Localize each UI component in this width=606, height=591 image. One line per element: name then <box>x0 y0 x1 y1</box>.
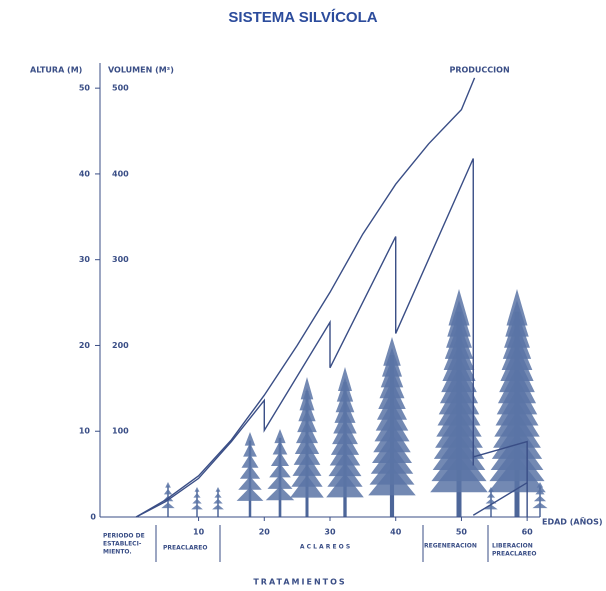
y-axis-label: ALTURA (M) <box>30 66 82 75</box>
tree-foliage <box>241 454 259 468</box>
treatments-title: TRATAMIENTOS <box>253 578 346 587</box>
treatment-label: ESTABLECI- <box>103 541 142 548</box>
treatment-dividers <box>155 525 489 562</box>
tree-foliage <box>488 455 546 493</box>
tree-foliage <box>214 492 222 498</box>
y2-tick-label: 300 <box>112 255 129 264</box>
tree-foliage <box>161 502 175 509</box>
x-tick-label: 40 <box>390 528 402 537</box>
y2-axis-label: VOLUMEN (M³) <box>108 66 174 75</box>
tree-foliage <box>191 504 203 510</box>
y-tick-label: 50 <box>79 84 91 93</box>
x-tick-label: 20 <box>259 528 271 537</box>
tree-foliage <box>269 463 291 478</box>
tree-foliage <box>532 502 548 509</box>
x-tick-label: 60 <box>522 528 534 537</box>
tree-foliage <box>270 451 290 466</box>
tree-foliage <box>236 487 264 501</box>
tree-foliage <box>213 498 223 504</box>
tree-foliage <box>430 455 488 493</box>
tree-foliage <box>192 498 202 504</box>
tree-foliage <box>165 482 171 488</box>
tree-foliage <box>238 476 262 490</box>
y-tick-label: 20 <box>79 341 91 350</box>
series-line <box>135 158 474 518</box>
tree-foliage <box>265 486 295 501</box>
tree-foliage <box>290 475 324 498</box>
series-line <box>473 440 528 517</box>
tree-foliage <box>239 465 261 479</box>
trees <box>161 289 548 517</box>
tree-foliage <box>326 473 364 498</box>
x-tick-label: 50 <box>456 528 468 537</box>
y2-tick-label: 100 <box>112 427 129 436</box>
series-line <box>472 482 528 516</box>
treatment-label: PREACLAREO <box>163 545 207 552</box>
y2-tick-label: 500 <box>112 84 129 93</box>
treatment-label: PREACLAREO <box>492 551 536 558</box>
y-tick-label: 0 <box>90 513 96 522</box>
tree-foliage <box>274 429 286 444</box>
tree-foliage <box>163 488 173 495</box>
y-tick-label: 10 <box>79 427 91 436</box>
x-axis-label: EDAD (AÑOS) <box>542 517 602 527</box>
tree-foliage <box>536 482 544 488</box>
series-label: PRODUCCION <box>449 65 509 74</box>
treatment-label: PERIODO DE <box>103 533 145 540</box>
treatment-label: LIBERACION <box>492 543 533 550</box>
tree-foliage <box>243 443 257 457</box>
tree-foliage <box>267 474 293 489</box>
tree-foliage <box>533 495 547 502</box>
treatment-label: A C L A R E O S <box>300 544 350 551</box>
tree-foliage <box>193 492 201 498</box>
tree-foliage <box>244 432 256 446</box>
tree-foliage <box>486 492 496 498</box>
tree-foliage <box>488 487 494 492</box>
y2-tick-label: 400 <box>112 169 129 178</box>
tree-foliage <box>215 487 221 492</box>
tree-foliage <box>535 488 545 495</box>
y-tick-label: 30 <box>79 255 91 264</box>
y-tick-label: 40 <box>79 169 91 178</box>
x-tick-label: 30 <box>324 528 336 537</box>
tree-foliage <box>272 440 288 455</box>
tree-foliage <box>212 504 224 510</box>
y2-tick-label: 200 <box>112 341 129 350</box>
treatment-label: REGENERACION <box>424 543 477 550</box>
tree-foliage <box>484 504 498 510</box>
treatment-label: MIENTO. <box>103 549 132 556</box>
tree-foliage <box>368 466 416 496</box>
series-line <box>135 77 476 518</box>
tree-foliage <box>194 487 200 492</box>
chart-title: SISTEMA SILVÍCOLA <box>228 9 377 26</box>
x-tick-label: 10 <box>193 528 205 537</box>
